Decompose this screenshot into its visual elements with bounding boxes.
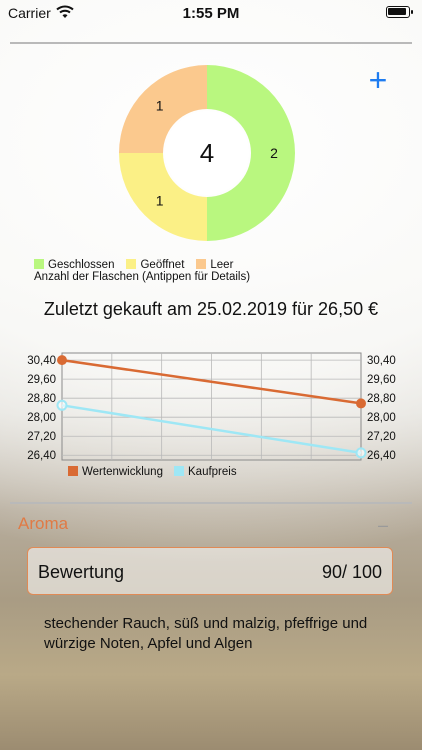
series-point-wertenwicklung: [57, 355, 67, 366]
legend-swatch: [196, 259, 207, 269]
series-line-wertenwicklung: [61, 358, 362, 405]
aroma-notes: stechender Rauch, süß und malzig, pfeffr…: [44, 615, 368, 652]
y-tick-label-left: 27,20: [27, 431, 56, 443]
donut-center-total: 4: [200, 138, 214, 168]
donut-slice-leer[interactable]: [119, 65, 207, 153]
price-line-chart: 30,40 30,40 29,60 29,60 28,80 28,80 28,00 28,00…: [27, 352, 396, 478]
donut-hole: [165, 111, 249, 195]
bottle-donut-chart[interactable]: 2 1 1 4: [114, 60, 300, 246]
line-legend-swatch: [174, 466, 184, 476]
carrier-label: Carrier: [8, 5, 51, 21]
pie-legend: Geschlossen Geöffnet Leer: [34, 258, 245, 272]
legend-label: Geöffnet: [140, 259, 185, 271]
rating-label: Bewertung: [38, 562, 125, 582]
legend-item-leer: Leer: [196, 259, 233, 271]
donut-slice-label: 2: [270, 145, 278, 161]
legend-swatch: [34, 259, 44, 269]
legend-item-geschlossen: Geschlossen: [34, 259, 114, 271]
donut-slice-geöffnet[interactable]: [119, 153, 207, 241]
top-divider: [10, 42, 412, 44]
status-time: 1:55 PM: [182, 5, 240, 22]
legend-swatch: [126, 259, 137, 269]
y-tick-label-right: 30,40: [367, 355, 396, 367]
line-legend-label: Kaufpreis: [188, 466, 237, 478]
pie-description: Anzahl der Flaschen (Antippen für Detail…: [34, 271, 251, 283]
series-line-kaufpreis: [61, 404, 362, 455]
y-tick-label-right: 28,80: [367, 393, 396, 405]
collapse-icon[interactable]: –: [378, 515, 389, 535]
legend-label: Geschlossen: [48, 259, 115, 271]
battery-icon: [386, 6, 413, 18]
y-tick-label-left: 28,80: [27, 393, 56, 405]
add-bottle-button[interactable]: +: [368, 62, 388, 98]
aroma-section-title[interactable]: Aroma: [18, 514, 69, 533]
y-tick-label-left: 30,40: [27, 355, 56, 367]
y-tick-label-right: 26,40: [367, 450, 396, 462]
series-point-kaufpreis: [56, 399, 68, 411]
y-tick-label-left: 26,40: [27, 450, 56, 462]
y-tick-label-right: 28,00: [367, 412, 396, 424]
section-divider: [10, 502, 412, 504]
y-tick-label-right: 27,20: [367, 431, 396, 443]
wifi-icon: [56, 5, 74, 18]
donut-slice-label: 1: [156, 98, 164, 114]
y-tick-label-right: 29,60: [367, 374, 396, 386]
line-legend-swatch: [68, 466, 78, 476]
y-tick-label-left: 28,00: [27, 412, 56, 424]
series-point-wertenwicklung: [356, 398, 366, 409]
series-point-kaufpreis: [355, 447, 367, 459]
y-tick-label-left: 29,60: [27, 374, 56, 386]
legend-label: Leer: [210, 259, 234, 271]
line-legend-label: Wertenwicklung: [82, 466, 163, 478]
rating-value: 90/ 100: [321, 562, 382, 582]
donut-slice-label: 1: [156, 192, 164, 208]
last-purchase-text: Zuletzt gekauft am 25.02.2019 für 26,50 …: [43, 299, 379, 319]
rating-box[interactable]: Bewertung 90/ 100: [27, 547, 393, 595]
status-bar: Carrier 1:55 PM: [0, 0, 422, 26]
donut-slice-geschlossen[interactable]: [207, 65, 295, 241]
legend-item-geöffnet: Geöffnet: [126, 259, 184, 271]
